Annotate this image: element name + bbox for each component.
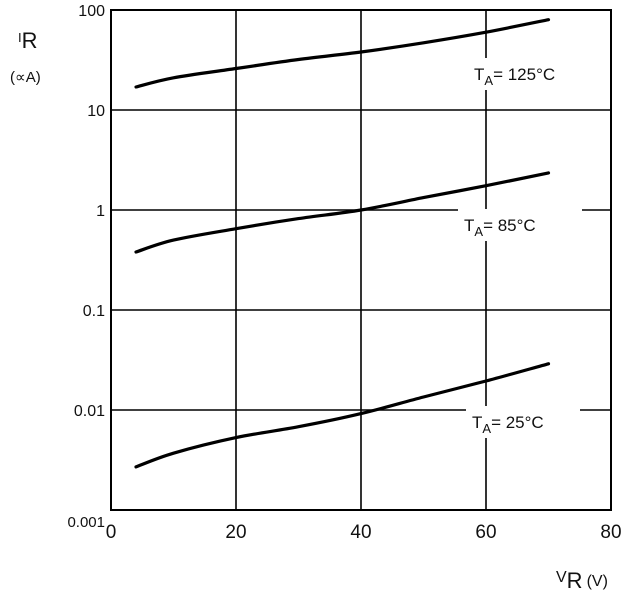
series-label-box xyxy=(458,209,582,241)
series-line xyxy=(134,362,551,469)
series-lines xyxy=(134,18,551,469)
x-axis-title-unit: (V) xyxy=(587,573,608,590)
y-tick-label: 10 xyxy=(87,103,105,120)
x-tick-label: 40 xyxy=(350,522,371,543)
y-tick-label: 0.1 xyxy=(83,303,105,320)
series-label: TA= 85°C xyxy=(464,216,536,239)
x-tick-label: 80 xyxy=(600,522,621,543)
y-axis-title-main: I xyxy=(18,30,22,45)
x-axis-title: VR (V) xyxy=(556,568,608,593)
y-tick-label: 0.01 xyxy=(74,403,105,420)
x-tick-label: 20 xyxy=(225,522,246,543)
series-labels: TA= 125°C TA= 85°C TA= 25°C xyxy=(458,58,592,438)
x-axis-title-sub: R xyxy=(567,568,583,593)
x-tick-label: 60 xyxy=(475,522,496,543)
plot-frame xyxy=(110,9,612,511)
y-axis-title: IR xyxy=(18,28,38,53)
y-tick-label: 100 xyxy=(78,3,105,20)
y-axis-unit: (∝A) xyxy=(10,69,41,86)
y-tick-labels: 0.001 0.01 0.1 1 10 100 xyxy=(67,3,105,531)
x-axis-title-main: V xyxy=(556,569,567,586)
series-label: TA= 125°C xyxy=(474,65,555,88)
x-tick-labels: 0 20 40 60 80 xyxy=(106,522,622,543)
series-label-box xyxy=(466,406,580,438)
series-line xyxy=(134,18,551,89)
series-label-box xyxy=(468,58,592,90)
series-line xyxy=(134,171,551,254)
y-axis-title-sub: R xyxy=(22,28,38,53)
x-tick-label: 0 xyxy=(106,522,117,543)
series-label: TA= 25°C xyxy=(472,413,544,436)
y-tick-label: 0.001 xyxy=(67,514,105,531)
y-tick-label: 1 xyxy=(96,203,105,220)
